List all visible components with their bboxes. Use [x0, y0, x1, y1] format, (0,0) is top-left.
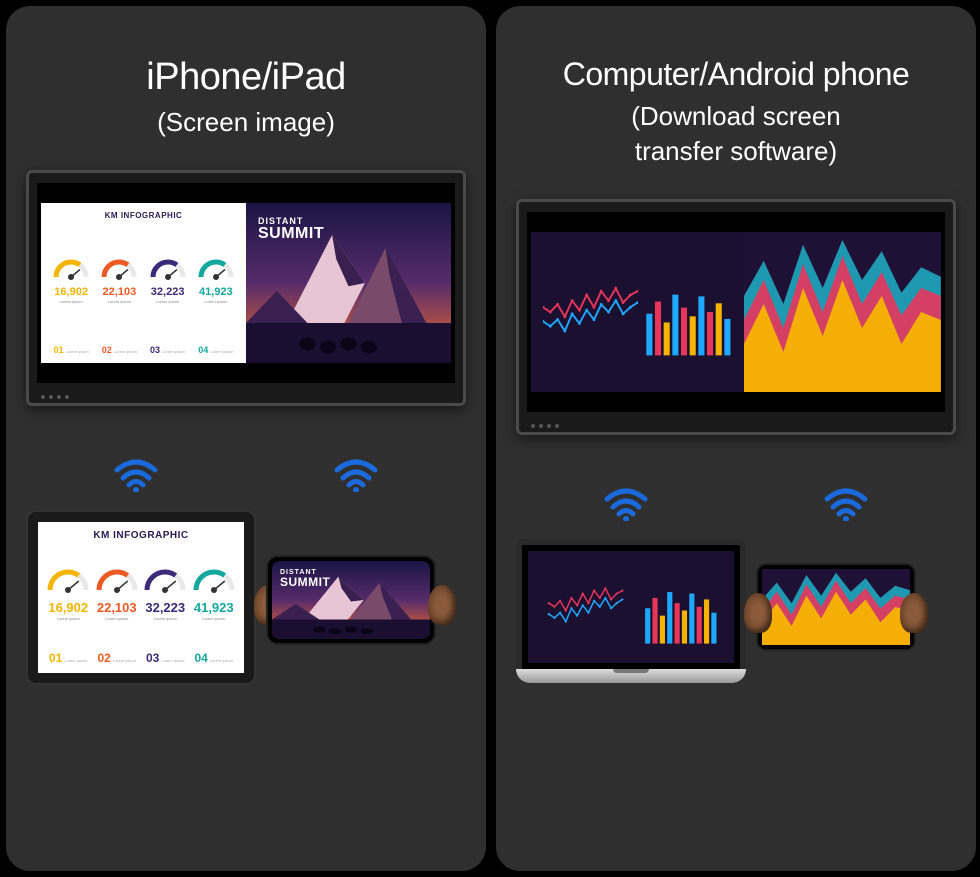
gauge: 22,103 Lorem ipsum — [101, 259, 137, 304]
iphone-summit: DISTANT SUMMIT — [272, 561, 430, 639]
laptop-base — [516, 669, 746, 683]
bar-chart — [639, 570, 723, 644]
android-in-hand — [756, 563, 956, 683]
left-subtitle: (Screen image) — [26, 105, 466, 140]
ipad-infographic: KM INFOGRAPHIC 16,902 Lorem ipsum 22,103… — [38, 522, 244, 673]
infographic-panel: KM INFOGRAPHIC 16,902 Lorem ipsum 22,103… — [41, 203, 246, 363]
android-device — [756, 563, 916, 651]
wifi-icon — [113, 456, 159, 492]
line-chart — [543, 256, 638, 368]
right-heading: Computer/Android phone (Download screent… — [516, 56, 956, 169]
footer-item: 02Lorem ipsum — [102, 345, 137, 355]
area-chart — [762, 569, 910, 645]
footer-item: 02Lorem ipsum — [98, 651, 136, 665]
left-panel: iPhone/iPad (Screen image) KM INFOGRAPHI… — [6, 6, 486, 871]
devices-row-left: KM INFOGRAPHIC 16,902 Lorem ipsum 22,103… — [26, 510, 466, 685]
summit-illustration: DISTANT SUMMIT — [246, 203, 451, 363]
monitor-buttons — [531, 424, 559, 428]
hand-right — [428, 585, 456, 625]
laptop-screen — [516, 539, 746, 669]
wifi-row-left — [26, 456, 466, 492]
left-title: iPhone/iPad — [26, 56, 466, 99]
footer-item: 03Lorem ipsum — [150, 345, 185, 355]
left-heading: iPhone/iPad (Screen image) — [26, 56, 466, 140]
line-chart — [540, 570, 631, 644]
ipad-device: KM INFOGRAPHIC 16,902 Lorem ipsum 22,103… — [26, 510, 256, 685]
smart-display-left: KM INFOGRAPHIC 16,902 Lorem ipsum 22,103… — [26, 170, 466, 406]
gauge: 22,103 Lorem ipsum — [96, 569, 138, 621]
footer-item: 01Lorem ipsum — [54, 345, 89, 355]
bar-chart — [645, 256, 732, 368]
gauge: 16,902 Lorem ipsum — [53, 259, 89, 304]
infographic-title: KM INFOGRAPHIC — [47, 211, 240, 220]
area-chart-panel — [744, 232, 941, 392]
gauge: 32,223 Lorem ipsum — [150, 259, 186, 304]
smart-display-right — [516, 199, 956, 435]
wifi-row-right — [516, 485, 956, 521]
right-title: Computer/Android phone — [516, 56, 956, 93]
iphone-device: DISTANT SUMMIT — [266, 555, 436, 645]
monitor-screen-left: KM INFOGRAPHIC 16,902 Lorem ipsum 22,103… — [37, 183, 455, 383]
gauge: 41,923 Lorem ipsum — [198, 259, 234, 304]
iphone-in-hand: DISTANT SUMMIT — [266, 555, 466, 685]
footer-item: 04Lorem ipsum — [198, 345, 233, 355]
devices-row-right — [516, 539, 956, 683]
monitor-buttons — [41, 395, 69, 399]
footer-item: 01Lorem ipsum — [49, 651, 87, 665]
laptop-device — [516, 539, 746, 683]
footer-item: 04Lorem ipsum — [195, 651, 233, 665]
gauge: 32,223 Lorem ipsum — [144, 569, 186, 621]
footer-row: 01Lorem ipsum 02Lorem ipsum 03Lorem ipsu… — [47, 343, 240, 355]
footer-item: 03Lorem ipsum — [146, 651, 184, 665]
hand-right — [900, 593, 928, 633]
wifi-icon — [333, 456, 379, 492]
right-panel: Computer/Android phone (Download screent… — [496, 6, 976, 871]
summit-title: DISTANT SUMMIT — [258, 217, 324, 242]
hand-left — [744, 593, 772, 633]
gauge-row: 16,902 Lorem ipsum 22,103 Lorem ipsum 32… — [47, 259, 240, 304]
right-subtitle: (Download screentransfer software) — [516, 99, 956, 169]
gauge: 16,902 Lorem ipsum — [47, 569, 89, 621]
dark-charts-panel — [531, 232, 744, 392]
wifi-icon — [603, 485, 649, 521]
gauge: 41,923 Lorem ipsum — [193, 569, 235, 621]
area-chart — [744, 232, 941, 392]
monitor-screen-right — [527, 212, 945, 412]
wifi-icon — [823, 485, 869, 521]
